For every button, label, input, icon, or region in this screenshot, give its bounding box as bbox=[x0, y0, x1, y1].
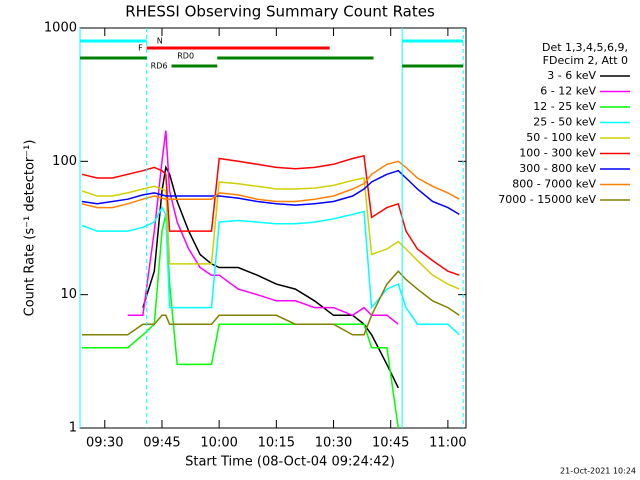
legend-label: 300 - 800 keV bbox=[519, 162, 596, 175]
series-line bbox=[81, 154, 460, 276]
timestamp: 21-Oct-2021 10:24 bbox=[560, 467, 636, 476]
legend-label: 7000 - 15000 keV bbox=[498, 193, 596, 206]
series-line bbox=[81, 169, 460, 216]
x-tick-label: 09:45 bbox=[143, 436, 180, 451]
series-line bbox=[142, 165, 399, 389]
legend-label: 6 - 12 keV bbox=[540, 85, 596, 98]
y-tick-label: 10 bbox=[60, 287, 77, 302]
legend-label: 50 - 100 keV bbox=[526, 131, 596, 144]
y-tick-label: 100 bbox=[52, 154, 77, 169]
series-line bbox=[81, 270, 460, 336]
x-tick-label: 10:30 bbox=[315, 436, 352, 451]
legend-label: 800 - 7000 keV bbox=[512, 178, 596, 191]
series-line bbox=[81, 214, 400, 429]
x-tick-label: 10:00 bbox=[200, 436, 237, 451]
legend-label: 3 - 6 keV bbox=[547, 69, 596, 82]
series-line bbox=[127, 130, 399, 325]
flag-label: N bbox=[157, 37, 163, 46]
flag-label: RD6 bbox=[151, 62, 168, 71]
x-tick-label: 11:00 bbox=[429, 436, 466, 451]
chart-title: RHESSI Observing Summary Count Rates bbox=[125, 3, 435, 21]
x-axis-label: Start Time (08-Oct-04 09:24:42) bbox=[185, 455, 395, 470]
legend-label: 25 - 50 keV bbox=[533, 116, 596, 129]
x-tick-label: 10:15 bbox=[258, 436, 295, 451]
legend-header: Det 1,3,4,5,6,9, bbox=[542, 41, 628, 54]
series-line bbox=[81, 206, 460, 336]
series-line bbox=[81, 177, 460, 290]
y-axis-label: Count Rate (s⁻¹ detector⁻¹) bbox=[23, 140, 38, 317]
x-tick-label: 09:30 bbox=[86, 436, 123, 451]
x-tick-label: 10:45 bbox=[372, 436, 409, 451]
legend-header: FDecim 2, Att 0 bbox=[543, 54, 628, 67]
y-tick-label: 1 bbox=[69, 421, 77, 436]
flag-label: RD0 bbox=[177, 52, 194, 61]
y-tick-label: 1000 bbox=[44, 21, 77, 36]
series-line bbox=[81, 160, 460, 209]
legend-label: 12 - 25 keV bbox=[533, 100, 596, 113]
legend-label: 100 - 300 keV bbox=[519, 147, 596, 160]
flag-label: F bbox=[138, 44, 143, 53]
